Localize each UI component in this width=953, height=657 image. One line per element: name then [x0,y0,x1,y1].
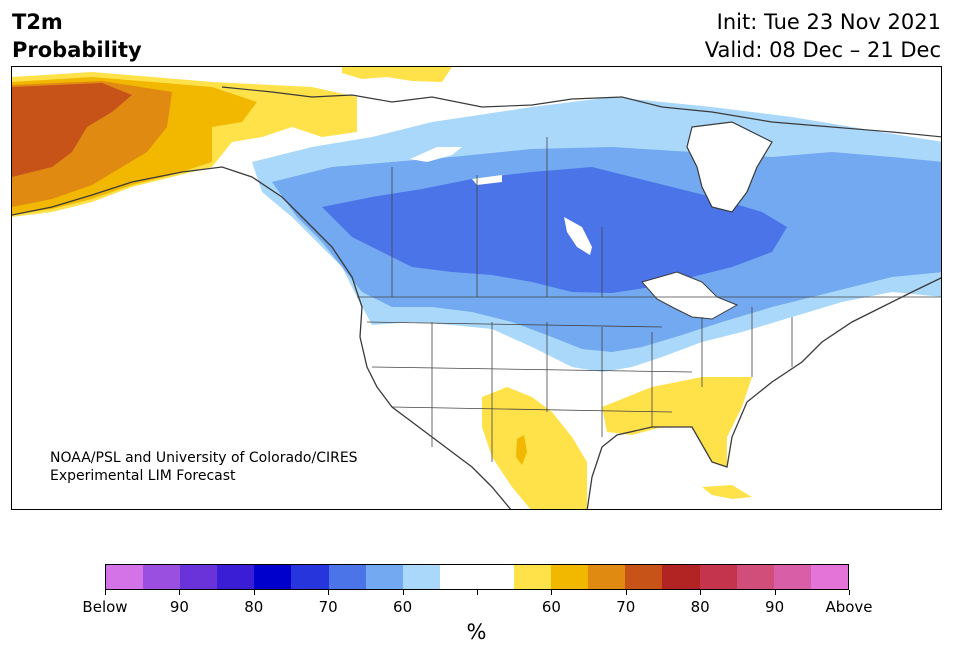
colorbar-tick-label: Below [82,598,128,616]
canada-cold-70-region [322,167,787,293]
colorbar-swatch [143,565,181,589]
colorbar-unit-label: % [466,620,487,644]
north-america-map [12,67,941,509]
credit-line-2: Experimental LIM Forecast [50,468,236,484]
colorbar-swatch [810,565,848,589]
colorbar-swatch [328,565,366,589]
colorbar-swatch [217,565,255,589]
probability-colorbar [105,564,849,590]
colorbar-tick-mark [105,590,106,595]
colorbar-tick-mark [849,590,850,595]
colorbar-tick-label: 60 [541,598,561,616]
coastline-arctic [221,86,941,138]
title-metric: Probability [12,38,142,62]
colorbar-tick-mark [402,590,404,595]
colorbar-tick-mark [625,590,627,595]
colorbar-tick-mark [774,590,776,595]
coastline-gulf [586,277,941,509]
colorbar-swatch [365,565,403,589]
hudson-bay [686,121,773,213]
chart-title: T2m Probability [12,8,142,64]
map-panel: NOAA/PSL and University of Colorado/CIRE… [11,66,942,510]
colorbar-swatch [588,565,626,589]
title-variable: T2m [12,10,63,34]
colorbar-tick-mark [328,590,330,595]
colorbar-swatch [254,565,292,589]
colorbar-center-tick [477,590,478,595]
cuba-warm-60-region [702,485,752,499]
colorbar-swatch [662,565,700,589]
credit-text: NOAA/PSL and University of Colorado/CIRE… [50,449,358,485]
forecast-dates: Init: Tue 23 Nov 2021 Valid: 08 Dec – 21… [705,8,941,64]
great-lakes [641,271,739,320]
lake-winnipeg [564,217,592,255]
colorbar-swatch [402,565,440,589]
political-borders [357,137,941,462]
colorbar-swatch [514,565,552,589]
alaska-warm-75-region [12,83,132,177]
colorbar-tick-label: 70 [616,598,636,616]
init-date: Init: Tue 23 Nov 2021 [716,10,941,34]
colorbar-tick-label: 80 [690,598,710,616]
mexico-warm-65-region [516,435,527,465]
arctic-warm-patch [342,67,452,82]
colorbar-swatch [551,565,589,589]
colorbar-swatch [106,565,144,589]
colorbar-tick-label: 80 [244,598,264,616]
mexico-warm-60-region [482,387,587,509]
colorbar-swatch [476,565,515,589]
colorbar-swatch [699,565,737,589]
colorbar-tick-labels: Below 90 80 70 60 60 70 80 90 Above [82,598,872,618]
colorbar-swatch [439,565,477,589]
southeast-warm-60-region [602,377,752,467]
colorbar-tick-label: Above [825,598,873,616]
colorbar-tick-mark [700,590,702,595]
colorbar-tick-label: 90 [765,598,785,616]
great-bear-lake [410,147,462,162]
lake-athabasca [472,175,502,185]
valid-range: Valid: 08 Dec – 21 Dec [704,38,941,62]
coastline-west [12,166,512,509]
colorbar-tick-mark [551,590,553,595]
colorbar-swatch [625,565,663,589]
colorbar-tick-label: 90 [169,598,189,616]
colorbar-swatch [736,565,774,589]
colorbar-swatch [773,565,811,589]
colorbar-tick-label: 60 [393,598,413,616]
colorbar-swatch [180,565,218,589]
colorbar-swatch [291,565,329,589]
colorbar-tick-label: 70 [318,598,338,616]
colorbar-tick-mark [253,590,255,595]
credit-line-1: NOAA/PSL and University of Colorado/CIRE… [50,450,358,466]
colorbar-tick-mark [179,590,181,595]
